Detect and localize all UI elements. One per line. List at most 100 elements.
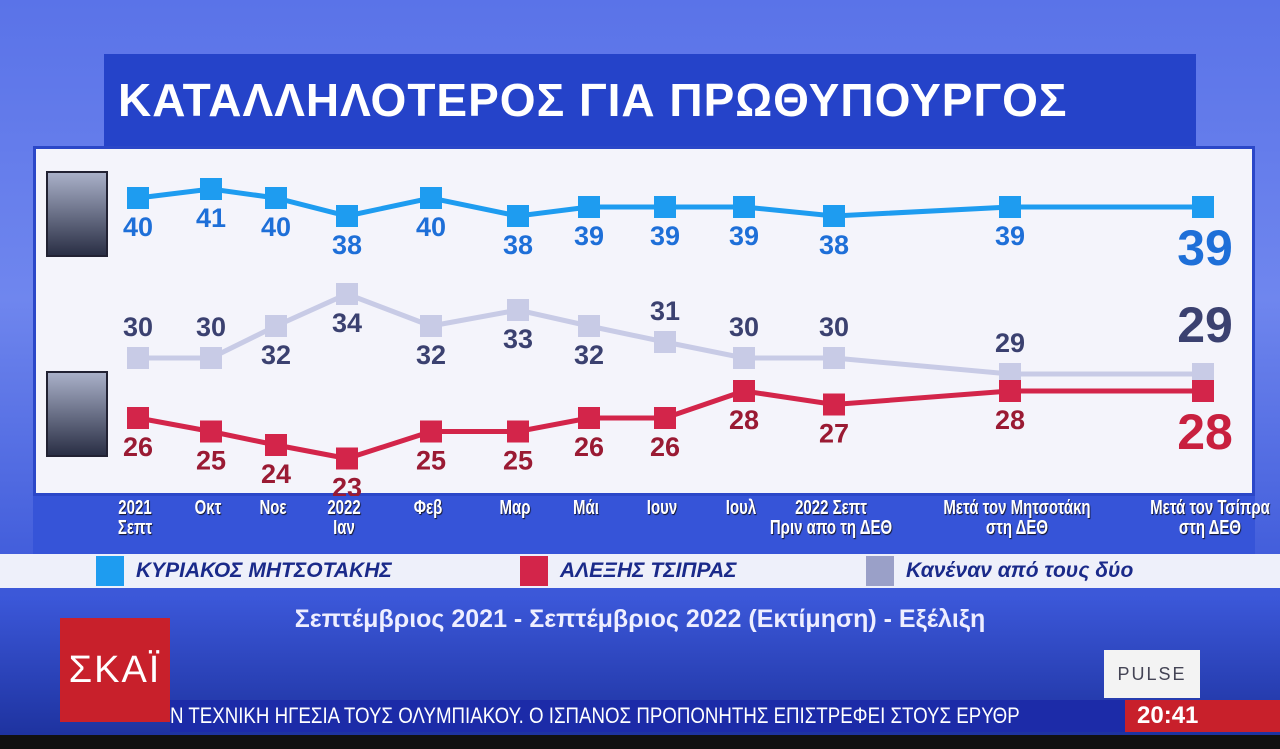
data-label: 26 — [123, 432, 153, 462]
data-label: 38 — [503, 230, 533, 260]
data-point — [733, 380, 755, 402]
data-point — [200, 420, 222, 443]
data-label: 23 — [332, 473, 362, 500]
x-tick-label: Μάι — [573, 497, 599, 519]
data-point — [999, 380, 1021, 402]
data-point — [127, 407, 149, 429]
data-label: 40 — [123, 212, 153, 242]
x-tick-label: Μετά τον Τσίπρα στη ΔΕΘ — [1150, 497, 1270, 539]
legend-item-mitsotakis: ΚΥΡΙΑΚΟΣ ΜΗΤΣΟΤΑΚΗΣ — [96, 554, 392, 588]
data-label: 28 — [1177, 404, 1233, 460]
data-label: 40 — [261, 212, 291, 242]
data-point — [265, 434, 287, 456]
data-label: 25 — [416, 446, 446, 476]
x-tick-label: Νοε — [259, 497, 287, 519]
data-point — [823, 347, 845, 369]
data-label: 26 — [650, 432, 680, 462]
data-label: 33 — [503, 324, 533, 354]
data-point — [654, 331, 676, 353]
data-label: 31 — [650, 296, 680, 326]
data-point — [733, 196, 755, 218]
data-point — [654, 407, 676, 429]
x-tick-label: 2022 Σεπτ Πριν απο τη ΔΕΘ — [769, 497, 893, 539]
data-label: 41 — [196, 203, 226, 233]
legend-label: Κανέναν από τους δύο — [906, 559, 1134, 582]
data-point — [823, 393, 845, 416]
x-tick-label: Οκτ — [194, 497, 222, 519]
legend-label: ΑΛΕΞΗΣ ΤΣΙΠΡΑΣ — [560, 559, 737, 582]
data-point — [507, 420, 529, 443]
data-point — [1192, 363, 1214, 385]
data-label: 39 — [574, 221, 604, 251]
data-label: 30 — [123, 312, 153, 342]
x-tick-label: 2021 Σεπτ — [117, 497, 153, 539]
data-label: 39 — [1177, 220, 1233, 276]
data-point — [336, 283, 358, 305]
data-point — [1192, 196, 1214, 218]
news-ticker: Ν ΤΕΧΝΙΚΗ ΗΓΕΣΙΑ ΤΟΥΣ ΟΛΥΜΠΙΑΚΟΥ. Ο ΙΣΠΑ… — [170, 700, 1125, 732]
data-point — [999, 196, 1021, 218]
x-tick-label: Φεβ — [413, 497, 443, 519]
legend-swatch — [96, 556, 124, 586]
data-point — [127, 187, 149, 209]
data-label: 30 — [729, 312, 759, 342]
data-label: 32 — [261, 340, 291, 370]
x-tick-label: Μαρ — [499, 497, 531, 519]
data-label: 32 — [416, 340, 446, 370]
legend-label: ΚΥΡΙΑΚΟΣ ΜΗΤΣΟΤΑΚΗΣ — [136, 559, 392, 582]
legend-swatch — [866, 556, 894, 586]
data-label: 39 — [995, 221, 1025, 251]
data-label: 38 — [332, 230, 362, 260]
data-label: 39 — [729, 221, 759, 251]
data-point — [336, 447, 358, 470]
legend-item-tsipras: ΑΛΕΞΗΣ ΤΣΙΠΡΑΣ — [520, 554, 737, 588]
data-label: 29 — [995, 328, 1025, 358]
data-label: 24 — [261, 459, 291, 489]
data-label: 38 — [819, 230, 849, 260]
data-label: 28 — [995, 405, 1025, 435]
data-label: 29 — [1177, 297, 1233, 353]
chart-title: ΚΑΤΑΛΛΗΛΟΤΕΡΟΣ ΓΙΑ ΠΡΩΘΥΠΟΥΡΓΟΣ — [104, 54, 1196, 146]
data-label: 30 — [819, 312, 849, 342]
data-point — [578, 407, 600, 429]
data-point — [733, 347, 755, 369]
x-tick-label: 2022 Ιαν — [327, 497, 361, 539]
chart-panel: 40 41 40 38 40 38 39 39 39 38 39 39 30 30 32 34 32 33 32 31… — [33, 146, 1255, 500]
data-point — [507, 205, 529, 227]
data-point — [578, 315, 600, 337]
data-label: 25 — [503, 446, 533, 476]
mitsotakis-photo — [46, 171, 108, 257]
data-label: 39 — [650, 221, 680, 251]
data-label: 26 — [574, 432, 604, 462]
data-label: 32 — [574, 340, 604, 370]
x-tick-label: Μετά τον Μητσοτάκη στη ΔΕΘ — [943, 497, 1091, 539]
data-point — [823, 205, 845, 227]
tsipras-photo — [46, 371, 108, 457]
data-point — [999, 363, 1021, 385]
data-label: 40 — [416, 212, 446, 242]
pulse-logo: PULSE — [1104, 650, 1200, 698]
clock: 20:41 — [1125, 700, 1280, 732]
skai-logo: ΣΚΑΪ — [60, 618, 170, 722]
data-point — [654, 196, 676, 218]
data-label: 30 — [196, 312, 226, 342]
x-tick-label: Ιουλ — [725, 497, 757, 519]
data-point — [200, 347, 222, 369]
ticker-text: Ν ΤΕΧΝΙΚΗ ΗΓΕΣΙΑ ΤΟΥΣ ΟΛΥΜΠΙΑΚΟΥ. Ο ΙΣΠΑ… — [170, 703, 1020, 728]
legend-swatch — [520, 556, 548, 586]
data-label: 34 — [332, 308, 362, 338]
data-point — [200, 178, 222, 200]
data-label: 27 — [819, 419, 849, 449]
data-point — [420, 420, 442, 443]
data-point — [578, 196, 600, 218]
screen-bezel — [0, 735, 1280, 749]
legend-item-none: Κανέναν από τους δύο — [866, 554, 1133, 588]
data-point — [336, 205, 358, 227]
line-chart: 40 41 40 38 40 38 39 39 39 38 39 39 30 30 32 34 32 33 32 31… — [123, 178, 1233, 500]
data-point — [265, 187, 287, 209]
data-point — [127, 347, 149, 369]
data-point — [420, 187, 442, 209]
data-label: 25 — [196, 446, 226, 476]
data-point — [507, 299, 529, 321]
data-point — [265, 315, 287, 337]
